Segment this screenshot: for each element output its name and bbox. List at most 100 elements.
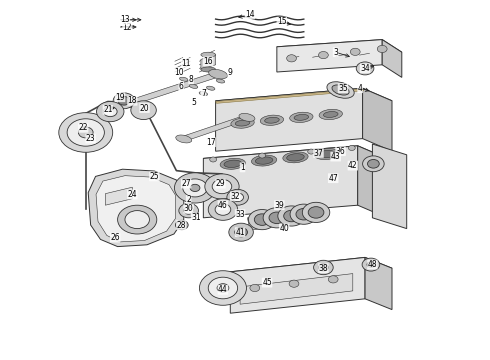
Ellipse shape (318, 150, 336, 158)
Polygon shape (216, 89, 364, 103)
Ellipse shape (209, 69, 227, 79)
Polygon shape (230, 257, 392, 283)
Circle shape (136, 103, 151, 114)
Ellipse shape (206, 86, 215, 90)
Circle shape (269, 212, 285, 224)
Ellipse shape (323, 112, 338, 117)
Text: 7: 7 (201, 89, 206, 98)
Ellipse shape (255, 157, 273, 164)
Text: 25: 25 (149, 172, 159, 181)
Polygon shape (363, 88, 392, 151)
Circle shape (363, 156, 384, 172)
Text: 30: 30 (184, 204, 194, 213)
Circle shape (318, 264, 328, 271)
Polygon shape (201, 55, 216, 69)
Circle shape (78, 127, 93, 138)
Ellipse shape (260, 115, 284, 125)
Ellipse shape (294, 114, 309, 120)
Text: 8: 8 (189, 75, 194, 84)
Circle shape (210, 157, 217, 162)
Circle shape (227, 189, 248, 205)
Circle shape (175, 220, 188, 230)
Ellipse shape (220, 158, 245, 169)
Circle shape (125, 211, 149, 229)
Circle shape (208, 199, 238, 220)
Text: 2: 2 (186, 195, 191, 204)
Ellipse shape (216, 79, 225, 83)
Text: 42: 42 (348, 161, 358, 170)
Circle shape (350, 48, 360, 55)
Polygon shape (382, 40, 402, 77)
Text: 17: 17 (206, 138, 216, 147)
Circle shape (103, 107, 117, 117)
Text: 38: 38 (318, 264, 328, 273)
Circle shape (250, 284, 260, 292)
Ellipse shape (231, 118, 254, 128)
Circle shape (308, 207, 324, 218)
Circle shape (254, 214, 270, 225)
Text: 18: 18 (127, 96, 137, 105)
Ellipse shape (332, 85, 349, 95)
Text: 12: 12 (122, 23, 132, 32)
Circle shape (113, 93, 135, 109)
Circle shape (314, 260, 333, 275)
Polygon shape (240, 274, 353, 304)
Ellipse shape (224, 160, 242, 167)
Ellipse shape (319, 109, 343, 120)
Text: 24: 24 (127, 190, 137, 199)
Ellipse shape (121, 98, 139, 108)
Text: 32: 32 (230, 192, 240, 201)
Text: 29: 29 (216, 179, 225, 188)
Circle shape (248, 210, 276, 230)
Circle shape (212, 179, 232, 194)
Circle shape (118, 205, 157, 234)
Circle shape (140, 106, 147, 111)
Polygon shape (358, 146, 387, 218)
Circle shape (217, 284, 229, 292)
Ellipse shape (179, 77, 188, 81)
Text: 10: 10 (174, 68, 184, 77)
Text: 13: 13 (120, 15, 130, 24)
Text: 39: 39 (274, 201, 284, 210)
Text: 21: 21 (103, 105, 113, 114)
Circle shape (229, 223, 253, 241)
Circle shape (199, 271, 246, 305)
Text: 41: 41 (235, 228, 245, 237)
Ellipse shape (176, 135, 192, 143)
Circle shape (232, 193, 244, 202)
Ellipse shape (265, 117, 279, 123)
Circle shape (348, 145, 355, 150)
Text: 27: 27 (181, 179, 191, 188)
Circle shape (278, 206, 305, 226)
Circle shape (356, 62, 374, 75)
Circle shape (287, 55, 296, 62)
Circle shape (368, 159, 379, 168)
Circle shape (118, 96, 130, 105)
Circle shape (328, 276, 338, 283)
Text: 9: 9 (228, 68, 233, 77)
Text: 5: 5 (191, 98, 196, 107)
Text: 28: 28 (176, 220, 186, 230)
Text: 16: 16 (203, 57, 213, 66)
Circle shape (362, 258, 380, 271)
Text: 11: 11 (181, 59, 191, 68)
Circle shape (59, 113, 113, 152)
Circle shape (296, 208, 312, 220)
Circle shape (205, 174, 239, 199)
Ellipse shape (239, 113, 255, 121)
Text: 3: 3 (333, 48, 338, 57)
Text: 26: 26 (110, 233, 120, 242)
Text: 20: 20 (140, 104, 149, 113)
Ellipse shape (283, 152, 308, 163)
Circle shape (289, 280, 299, 287)
Polygon shape (216, 88, 363, 151)
Text: 6: 6 (179, 82, 184, 91)
Circle shape (263, 208, 291, 228)
Polygon shape (277, 40, 382, 72)
Ellipse shape (290, 112, 313, 122)
Polygon shape (365, 257, 392, 310)
Text: 40: 40 (279, 224, 289, 233)
Circle shape (259, 153, 266, 158)
Ellipse shape (327, 82, 354, 98)
Ellipse shape (235, 120, 250, 126)
